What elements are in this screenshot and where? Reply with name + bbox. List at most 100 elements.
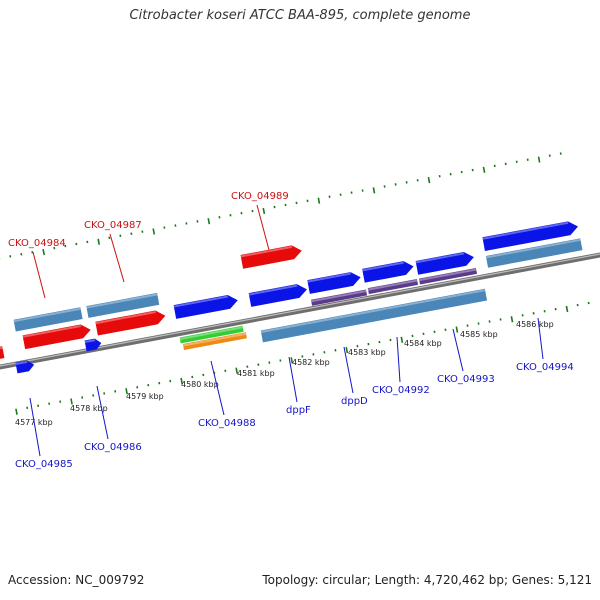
tick-mark — [290, 357, 294, 364]
gene-label: CKO_04988 — [198, 418, 256, 429]
gene-label: CKO_04985 — [15, 459, 73, 470]
cds-forward-block — [482, 221, 579, 252]
tick-mark — [510, 316, 514, 323]
tick-mark — [235, 367, 239, 374]
misc-feature-block-shine — [367, 279, 418, 291]
cds-reverse-block-body — [240, 245, 302, 269]
cds-reverse-block — [0, 346, 5, 359]
cds-forward-block — [248, 284, 307, 307]
gene-label: CKO_04986 — [84, 442, 142, 453]
gene-label: CKO_04987 — [84, 220, 142, 231]
rna-feature-block-body — [179, 325, 244, 344]
cds-forward-block-shine — [173, 295, 229, 308]
kbp-label: 4579 kbp — [126, 392, 164, 401]
cds-forward-block-shine — [15, 360, 28, 366]
tick-mark — [317, 197, 321, 204]
gene-label-leader — [396, 336, 401, 383]
cds-forward-block — [173, 295, 238, 319]
misc-feature-block-body — [418, 267, 478, 285]
kbp-label: 4578 kbp — [70, 404, 108, 413]
cds-forward-block-body — [415, 251, 474, 275]
tick-mark — [482, 166, 486, 173]
misc-feature-block-shine — [311, 290, 367, 303]
gene-label: dppF — [286, 405, 311, 416]
tick-mark — [180, 377, 183, 385]
gene-label-leader — [452, 328, 464, 372]
top-tick-row — [0, 152, 562, 260]
cds-reverse-block-shine — [95, 311, 156, 325]
misc-feature-block — [367, 279, 419, 295]
tick-mark — [207, 218, 211, 225]
kbp-label: 4582 kbp — [292, 358, 330, 367]
gene-label-leader — [343, 346, 354, 394]
cds-forward-block-body — [173, 295, 238, 319]
tick-mark — [97, 238, 101, 245]
kbp-label: 4585 kbp — [460, 330, 498, 339]
gene-label-leader — [537, 317, 544, 360]
cds-reverse-block-shine — [22, 324, 82, 338]
cds-forward-block-shine — [84, 339, 96, 343]
tick-mark — [565, 305, 569, 313]
kbp-label: 4580 kbp — [181, 380, 219, 389]
cds-reverse-block — [240, 245, 302, 269]
cds-reverse-block — [22, 324, 91, 350]
cds-forward-block-shine — [415, 252, 465, 264]
gene-label: dppD — [341, 396, 368, 407]
cds-reverse-block-body — [95, 310, 166, 336]
tick-mark — [125, 388, 128, 395]
gene-feature-block — [485, 238, 583, 268]
cds-forward-block-shine — [248, 284, 298, 296]
gene-label-leader — [96, 385, 109, 440]
gene-label-leader — [29, 397, 41, 457]
kbp-label: 4583 kbp — [348, 348, 386, 357]
cds-forward-block-shine — [362, 261, 404, 272]
cds-forward-block — [307, 272, 361, 294]
tick-mark — [262, 207, 266, 215]
tick-mark — [15, 408, 18, 415]
rna-feature-block — [179, 325, 244, 344]
map-title: Citrobacter koseri ATCC BAA-895, complet… — [129, 8, 471, 23]
cds-forward-block-body — [248, 284, 307, 307]
misc-feature-block-shine — [418, 268, 477, 282]
gene-label: CKO_04994 — [516, 362, 574, 373]
tick-mark — [372, 187, 376, 194]
cds-forward-block — [415, 251, 474, 275]
gene-label-leader — [288, 356, 298, 403]
gene-feature-block-body — [260, 288, 488, 343]
rna-feature-block-shine — [179, 326, 244, 340]
tick-mark — [42, 248, 45, 256]
cds-reverse-block — [95, 310, 166, 336]
cds-forward-block — [15, 360, 35, 374]
cds-forward-block — [362, 261, 414, 283]
tick-mark — [427, 177, 431, 184]
tick-mark — [400, 336, 404, 343]
misc-feature-block — [310, 289, 368, 306]
cds-forward-block-body — [84, 338, 102, 352]
tick-mark — [70, 398, 73, 405]
rna-feature-block-shine — [182, 332, 247, 347]
gene-feature-block — [260, 288, 488, 343]
tick-mark — [152, 228, 156, 235]
gene-feature-block — [86, 292, 160, 318]
gene-feature-block-shine — [485, 238, 581, 259]
cds-reverse-block-shine — [240, 245, 293, 258]
gene-label-leader — [256, 204, 270, 251]
cds-forward-block-shine — [307, 272, 351, 283]
rna-feature-block — [182, 332, 247, 350]
cds-forward-block-body — [15, 360, 35, 374]
gene-label: CKO_04989 — [231, 191, 289, 202]
accession-text: Accession: NC_009792 — [8, 573, 145, 587]
gene-label: CKO_04993 — [437, 374, 495, 385]
rna-feature-block-body — [182, 332, 247, 350]
gene-label-leader — [210, 360, 225, 416]
kbp-label: 4584 kbp — [404, 339, 442, 348]
tick-mark — [455, 326, 459, 333]
cds-forward-block — [84, 338, 102, 352]
kbp-label: 4581 kbp — [237, 369, 275, 378]
cds-reverse-block-body — [22, 324, 91, 350]
cds-forward-block-shine — [482, 221, 569, 240]
kbp-label: 4586 kbp — [516, 320, 554, 329]
tick-mark — [537, 156, 541, 163]
cds-forward-block-body — [362, 261, 414, 283]
